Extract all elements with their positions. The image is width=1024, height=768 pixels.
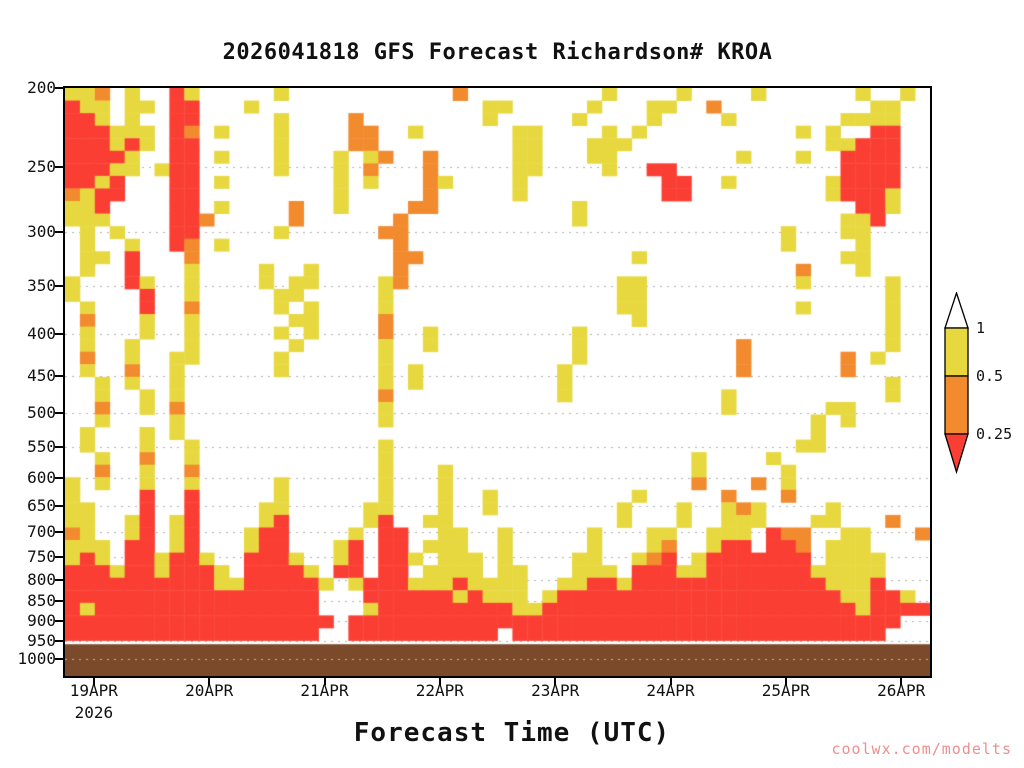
y-tick-mark [55, 531, 63, 534]
x-tick-label: 20APR [185, 681, 234, 700]
y-tick-label: 700 [27, 522, 56, 542]
colorbar-label-0.5: 0.5 [976, 367, 1004, 385]
y-tick-label: 850 [27, 591, 56, 611]
y-tick-mark [55, 657, 63, 660]
x-tick-label: 19APR [69, 681, 118, 700]
y-tick-mark [55, 230, 63, 233]
x-tick-label: 21APR [300, 681, 349, 700]
y-tick-label: 250 [27, 157, 56, 177]
y-tick-label: 900 [27, 611, 56, 631]
y-tick-label: 550 [27, 436, 56, 456]
x-tick-mark [900, 678, 903, 685]
y-tick-mark [55, 87, 63, 89]
y-tick-label: 200 [27, 78, 56, 97]
y-tick-label: 400 [27, 323, 56, 343]
x-tick-mark [92, 678, 95, 685]
y-tick-label: 450 [27, 365, 56, 385]
colorbar [944, 290, 970, 475]
colorbar-segment-0.5-1 [944, 327, 969, 377]
richardson-heatmap-canvas [65, 88, 930, 676]
x-tick-label: 26APR [877, 681, 926, 700]
x-tick-label: 24APR [646, 681, 695, 700]
y-tick-label: 600 [27, 467, 56, 487]
x-tick-mark [784, 678, 787, 685]
y-tick-mark [55, 504, 63, 507]
y-tick-label: 800 [27, 569, 56, 589]
x-axis-title: Forecast Time (UTC) [353, 718, 671, 748]
colorbar-label-1: 1 [976, 319, 986, 337]
colorbar-segment-0.25-0.5 [944, 375, 969, 435]
colorbar-scale [944, 290, 969, 475]
y-tick-mark [55, 639, 63, 642]
plot-area [63, 86, 932, 678]
y-tick-mark [55, 476, 63, 479]
x-tick-label: 23APR [531, 681, 580, 700]
chart-title: 2026041818 GFS Forecast Richardson# KROA [222, 40, 773, 65]
x-tick-label: 25APR [761, 681, 810, 700]
y-tick-mark [55, 555, 63, 558]
x-tick-mark [208, 678, 211, 685]
y-tick-label: 1000 [17, 648, 56, 668]
y-tick-label: 650 [27, 495, 56, 515]
x-tick-mark [438, 678, 441, 685]
y-tick-mark [55, 374, 63, 377]
y-tick-label: 500 [27, 402, 56, 422]
y-tick-mark [55, 600, 63, 603]
x-year-label: 2026 [74, 703, 114, 722]
colorbar-arrow-above-1-icon [944, 290, 969, 329]
y-tick-label: 950 [27, 630, 56, 650]
y-tick-label: 350 [27, 276, 56, 296]
y-tick-mark [55, 411, 63, 414]
y-tick-mark [55, 578, 63, 581]
colorbar-arrow-below-0.25-icon [944, 433, 969, 475]
y-tick-mark [55, 620, 63, 623]
y-tick-label: 750 [27, 546, 56, 566]
y-tick-mark [55, 285, 63, 288]
y-tick-mark [55, 332, 63, 335]
y-tick-mark [55, 166, 63, 169]
x-tick-mark [554, 678, 557, 685]
x-tick-mark [323, 678, 326, 685]
colorbar-label-0.25: 0.25 [976, 425, 1013, 443]
y-tick-label: 300 [27, 221, 56, 241]
x-tick-label: 22APR [415, 681, 464, 700]
x-tick-mark [669, 678, 672, 685]
watermark: coolwx.com/modelts [831, 740, 1012, 758]
y-tick-mark [55, 445, 63, 448]
